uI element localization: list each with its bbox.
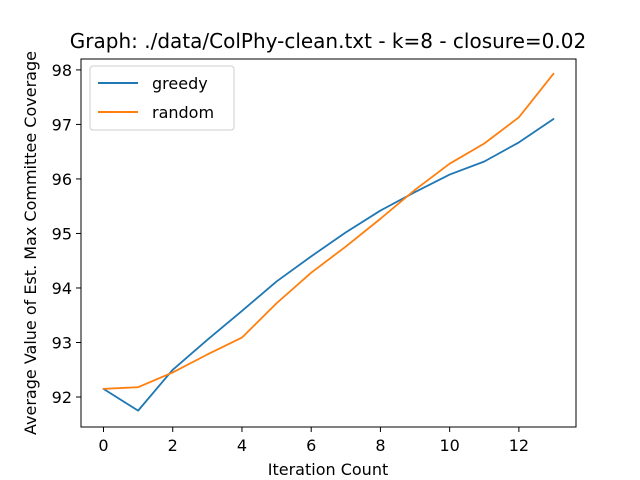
- y-tick-label: 98: [52, 61, 72, 80]
- axes-frame: [80, 58, 577, 428]
- x-axis: 0 2 4 6 8 10 12: [98, 427, 529, 455]
- legend-label-random: random: [152, 103, 214, 122]
- x-tick-label: 2: [168, 436, 178, 455]
- y-tick-label: 96: [52, 170, 72, 189]
- x-axis-title: Iteration Count: [268, 460, 388, 479]
- x-tick-label: 4: [237, 436, 247, 455]
- y-axis: 92 93 94 95 96 97 98: [52, 61, 81, 407]
- x-tick-label: 10: [439, 436, 459, 455]
- y-tick-label: 97: [52, 115, 72, 134]
- series-line-greedy: [102, 118, 555, 412]
- legend-label-greedy: greedy: [152, 74, 208, 93]
- y-tick-label: 93: [52, 333, 72, 352]
- y-tick-label: 92: [52, 388, 72, 407]
- x-tick-label: 6: [306, 436, 316, 455]
- chart-title: Graph: ./data/ColPhy-clean.txt - k=8 - c…: [70, 29, 586, 53]
- y-tick-label: 94: [52, 279, 72, 298]
- y-tick-label: 95: [52, 224, 72, 243]
- x-tick-label: 12: [509, 436, 529, 455]
- y-axis-title: Average Value of Est. Max Committee Cove…: [21, 51, 40, 435]
- legend: greedy random: [89, 65, 235, 131]
- plot-area: [102, 72, 555, 412]
- x-tick-label: 0: [98, 436, 108, 455]
- x-tick-label: 8: [375, 436, 385, 455]
- series-line-random: [102, 72, 555, 390]
